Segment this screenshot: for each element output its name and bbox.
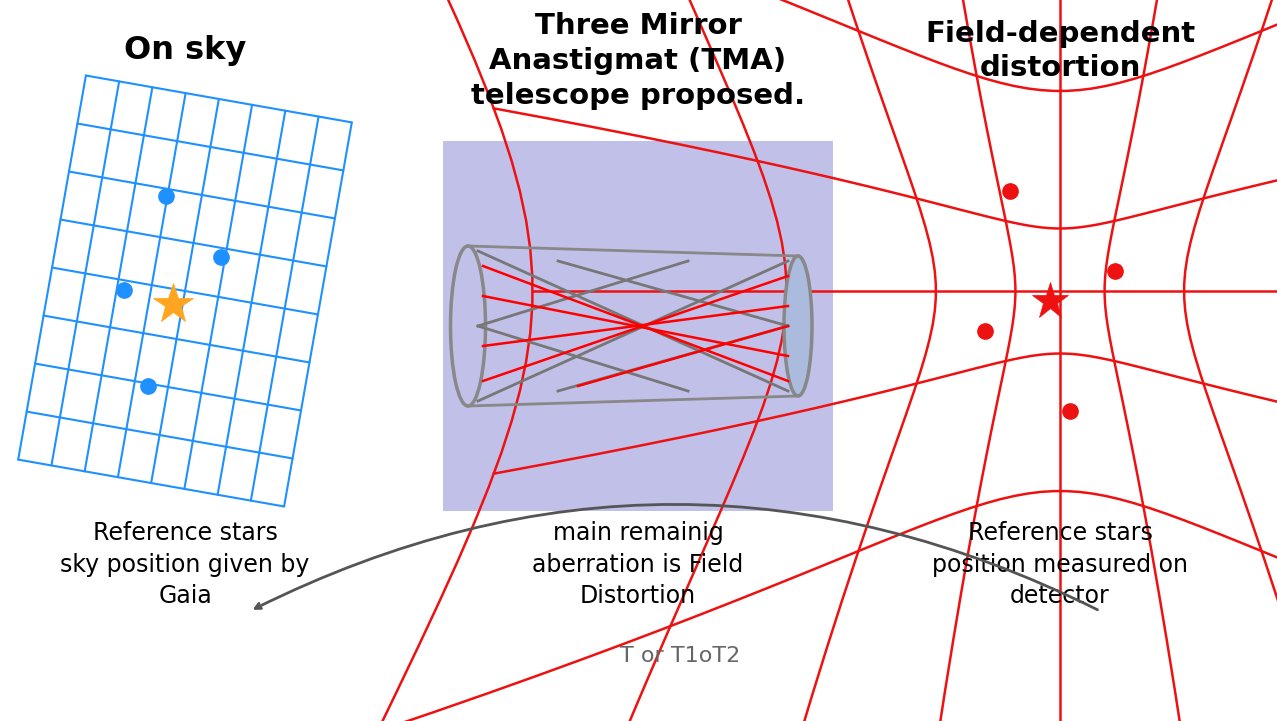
Bar [443, 141, 833, 511]
Text: On sky: On sky [124, 35, 246, 66]
Ellipse shape [784, 256, 812, 396]
Text: Reference stars
position measured on
detector: Reference stars position measured on det… [932, 521, 1188, 609]
Text: T or T1oT2: T or T1oT2 [619, 646, 741, 666]
Text: Three Mirror
Anastigmat (TMA)
telescope proposed.: Three Mirror Anastigmat (TMA) telescope … [471, 12, 805, 110]
Text: main remainig
aberration is Field
Distortion: main remainig aberration is Field Distor… [533, 521, 743, 609]
Text: Reference stars
sky position given by
Gaia: Reference stars sky position given by Ga… [60, 521, 310, 609]
Text: Field-dependent
distortion: Field-dependent distortion [925, 19, 1195, 82]
